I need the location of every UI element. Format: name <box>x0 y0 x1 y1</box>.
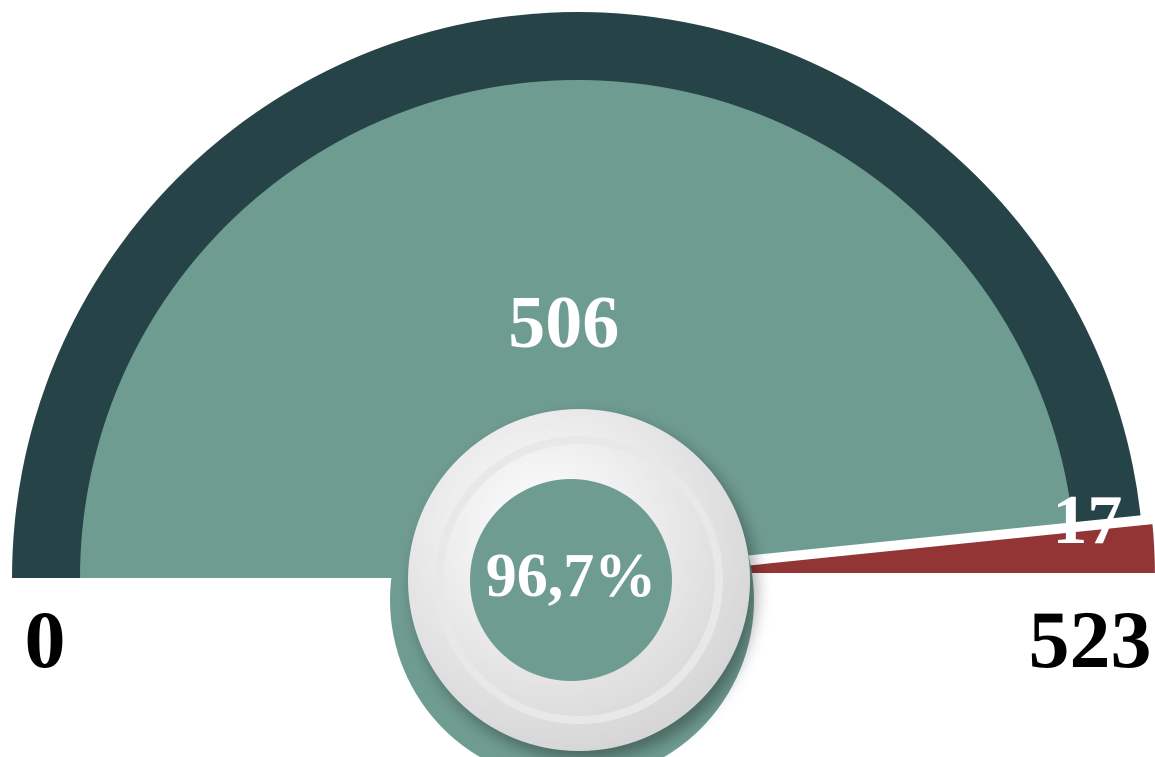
gauge-segment <box>80 80 1074 578</box>
range-max-label: 523 <box>1029 594 1152 685</box>
center-label: 96,7% <box>486 542 657 610</box>
range-min-label: 0 <box>25 594 66 685</box>
gauge-hub <box>390 409 754 757</box>
gauge-segment <box>577 513 1155 583</box>
hub-inner-ring <box>435 436 723 724</box>
gauge-arcs <box>11 11 1155 583</box>
segment-label: 506 <box>508 282 619 364</box>
segment-label: 17 <box>1052 482 1122 559</box>
hub-center <box>470 479 672 681</box>
